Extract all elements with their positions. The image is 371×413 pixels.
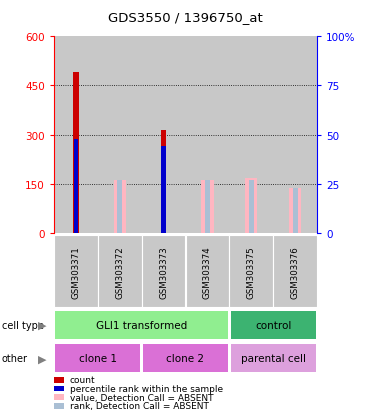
Bar <box>161 147 166 233</box>
Bar <box>205 180 210 233</box>
Text: clone 2: clone 2 <box>167 353 204 363</box>
FancyBboxPatch shape <box>54 235 98 308</box>
Bar <box>54 37 98 233</box>
FancyBboxPatch shape <box>273 235 317 308</box>
Text: GSM303375: GSM303375 <box>247 245 256 298</box>
Bar <box>186 37 229 233</box>
Text: GLI1 transformed: GLI1 transformed <box>96 320 187 330</box>
Bar <box>201 180 214 233</box>
Bar <box>73 139 78 233</box>
Text: control: control <box>255 320 292 330</box>
FancyBboxPatch shape <box>55 311 228 339</box>
Text: rank, Detection Call = ABSENT: rank, Detection Call = ABSENT <box>70 401 209 411</box>
Text: GSM303374: GSM303374 <box>203 245 212 298</box>
Text: percentile rank within the sample: percentile rank within the sample <box>70 384 223 393</box>
Bar <box>245 178 257 233</box>
Text: cell type: cell type <box>2 320 44 330</box>
Text: GSM303373: GSM303373 <box>159 245 168 298</box>
Bar <box>142 37 186 233</box>
FancyBboxPatch shape <box>229 235 273 308</box>
Bar <box>73 73 79 233</box>
Text: clone 1: clone 1 <box>79 353 117 363</box>
Text: GSM303376: GSM303376 <box>291 245 300 298</box>
Bar <box>98 37 142 233</box>
FancyBboxPatch shape <box>231 344 316 372</box>
Bar <box>293 188 298 233</box>
Bar <box>289 188 301 233</box>
Text: value, Detection Call = ABSENT: value, Detection Call = ABSENT <box>70 393 213 402</box>
Bar <box>117 180 122 233</box>
Text: parental cell: parental cell <box>241 353 306 363</box>
FancyBboxPatch shape <box>55 344 140 372</box>
Text: ▶: ▶ <box>39 353 47 363</box>
Bar <box>249 180 254 233</box>
Bar <box>273 37 317 233</box>
FancyBboxPatch shape <box>98 235 142 308</box>
Bar <box>114 181 126 233</box>
Text: ▶: ▶ <box>39 320 47 330</box>
Bar <box>161 131 167 233</box>
FancyBboxPatch shape <box>231 311 316 339</box>
Text: GDS3550 / 1396750_at: GDS3550 / 1396750_at <box>108 11 263 24</box>
Bar <box>229 37 273 233</box>
Text: GSM303371: GSM303371 <box>71 245 80 298</box>
FancyBboxPatch shape <box>186 235 229 308</box>
Text: count: count <box>70 375 95 385</box>
FancyBboxPatch shape <box>142 235 186 308</box>
FancyBboxPatch shape <box>143 344 228 372</box>
Text: other: other <box>2 353 28 363</box>
Text: GSM303372: GSM303372 <box>115 245 124 298</box>
